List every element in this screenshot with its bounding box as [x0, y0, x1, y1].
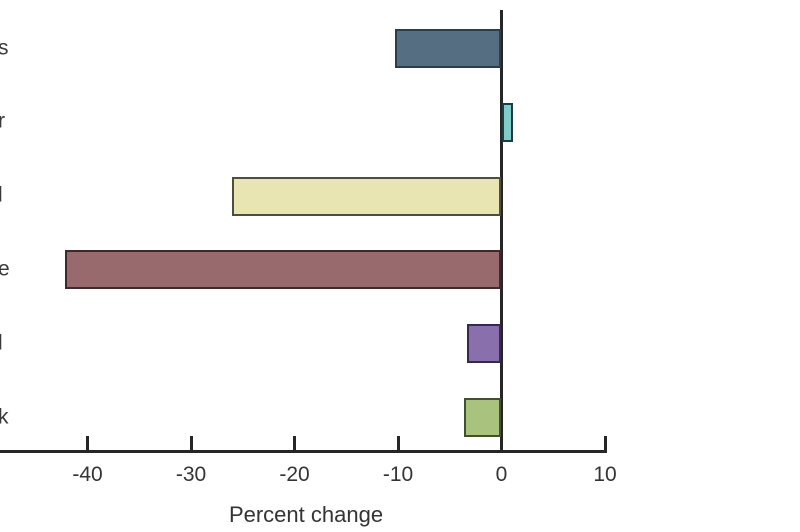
bar-segment: [467, 324, 502, 364]
zero-baseline-line: [500, 10, 503, 453]
x-axis-tick-label: -40: [72, 463, 103, 486]
bar-segment: [64, 250, 502, 290]
x-axis-tick: [603, 435, 607, 450]
category-label: s: [0, 36, 9, 60]
x-axis-tick-label: -10: [382, 463, 414, 486]
category-label: k: [0, 405, 9, 429]
bar-segment: [464, 398, 502, 437]
x-axis-tick: [189, 435, 193, 450]
bar-segment: [232, 176, 502, 216]
x-axis-tick-label: 10: [593, 463, 617, 486]
x-axis-tick-label: -20: [279, 463, 310, 486]
x-axis-tick: [86, 435, 89, 450]
x-axis-tick: [396, 435, 400, 450]
category-label: l: [0, 331, 3, 355]
bar-segment: [501, 102, 513, 142]
x-axis-tick: [293, 435, 296, 450]
category-label: l: [0, 183, 3, 207]
x-axis-line: [0, 449, 607, 453]
category-label: r: [0, 109, 5, 133]
x-axis-tick-label: -30: [175, 463, 207, 486]
x-axis-tick-label: 0: [495, 463, 508, 486]
bar-segment: [394, 29, 502, 68]
x-axis-title: Percent change: [228, 502, 384, 527]
category-label: e: [0, 257, 10, 281]
